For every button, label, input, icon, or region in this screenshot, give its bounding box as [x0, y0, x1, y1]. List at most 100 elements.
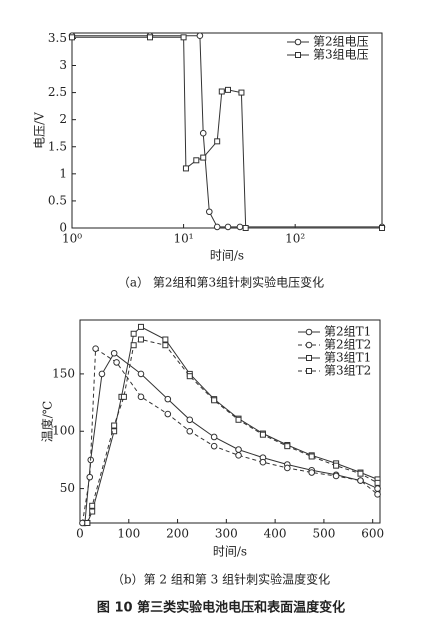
data-point — [284, 443, 291, 450]
data-point — [259, 431, 266, 438]
x-axis-label: 时间/s — [213, 545, 247, 559]
data-point — [92, 345, 99, 352]
y-tick-label: 0 — [59, 221, 67, 235]
data-point — [333, 462, 340, 469]
data-point — [196, 32, 204, 40]
data-point — [236, 223, 244, 231]
data-point — [238, 89, 245, 96]
data-point — [137, 336, 144, 343]
data-point — [308, 453, 315, 460]
data-point — [186, 416, 194, 424]
data-point — [332, 472, 340, 480]
data-point — [110, 349, 118, 357]
legend-marker — [295, 52, 301, 58]
series-line — [72, 35, 382, 228]
data-point — [205, 208, 213, 216]
legend-marker — [306, 355, 312, 361]
data-point — [214, 138, 221, 145]
plot-frame — [71, 32, 383, 229]
caption: （b）第 2 组和第 3 组针刺实验温度变化 — [112, 572, 330, 587]
data-point — [186, 427, 194, 435]
data-point — [164, 395, 172, 403]
data-point — [137, 323, 144, 330]
series-line — [86, 338, 378, 524]
y-tick-label: 1.5 — [48, 139, 67, 153]
data-point — [137, 393, 145, 401]
data-point — [162, 336, 169, 343]
data-point — [308, 469, 316, 476]
data-point — [111, 428, 118, 435]
legend-label: 第2组电压 — [313, 35, 369, 49]
x-tick-label: 100 — [117, 527, 140, 541]
legend-label: 第2组T2 — [324, 338, 371, 352]
data-point — [284, 464, 291, 472]
x-tick-label: 600 — [361, 527, 384, 541]
data-point — [210, 433, 218, 441]
legend-label: 第3组T2 — [324, 364, 371, 378]
y-axis-label: 温度/℃ — [40, 401, 55, 442]
data-point — [137, 370, 145, 378]
data-point — [146, 34, 153, 41]
x-tick-label: 10¹ — [174, 232, 194, 246]
y-tick-label: 3.5 — [48, 31, 67, 45]
legend-label: 第3组电压 — [313, 48, 369, 62]
data-point — [89, 502, 96, 509]
x-axis-label: 时间/s — [210, 249, 244, 263]
data-point — [242, 225, 249, 231]
data-point — [162, 342, 169, 349]
data-point — [374, 491, 381, 498]
y-tick-label: 0.5 — [48, 193, 67, 207]
data-point — [357, 477, 364, 484]
data-point — [259, 458, 267, 466]
data-point — [224, 86, 231, 93]
x-tick-label: 200 — [166, 527, 189, 541]
plot-frame — [79, 319, 381, 524]
data-point — [235, 446, 242, 453]
data-point — [213, 223, 221, 231]
y-tick-label: 50 — [60, 481, 75, 495]
figure-title: 图 10 第三类实验电池电压和表面温度变化 — [97, 600, 345, 616]
data-point — [98, 370, 106, 378]
x-tick-label: 10² — [285, 232, 305, 246]
legend-marker — [305, 328, 313, 336]
data-point — [211, 397, 218, 404]
data-point — [374, 485, 381, 492]
x-tick-label: 10⁰ — [62, 232, 82, 246]
data-point — [130, 342, 137, 349]
data-point — [89, 508, 96, 515]
data-point — [374, 479, 381, 486]
legend-label: 第3组T1 — [324, 351, 371, 365]
data-point — [164, 410, 172, 418]
data-point — [224, 223, 232, 231]
data-point — [120, 393, 127, 400]
x-tick-label: 500 — [312, 527, 335, 541]
data-point — [84, 520, 91, 526]
legend-marker — [294, 38, 302, 46]
data-point — [218, 88, 225, 95]
legend-marker — [306, 368, 312, 374]
data-point — [235, 452, 242, 459]
data-point — [130, 330, 137, 337]
data-point — [357, 470, 364, 477]
data-point — [113, 359, 120, 366]
y-axis-label: 电压/V — [33, 112, 47, 149]
data-point — [180, 34, 187, 41]
data-point — [111, 422, 118, 429]
data-point — [86, 473, 94, 481]
data-point — [200, 154, 207, 161]
data-point — [182, 165, 189, 172]
x-tick-label: 400 — [264, 527, 287, 541]
data-point — [69, 34, 75, 41]
y-tick-label: 1 — [59, 166, 67, 180]
legend-marker — [305, 341, 313, 349]
y-tick-label: 2 — [59, 112, 67, 126]
x-tick-label: 0 — [76, 527, 84, 541]
x-tick-label: 300 — [215, 527, 238, 541]
y-tick-label: 2.5 — [48, 85, 67, 99]
data-point — [193, 157, 200, 164]
data-point — [186, 373, 193, 380]
data-point — [210, 442, 218, 450]
y-tick-label: 3 — [59, 58, 67, 72]
data-point — [379, 225, 385, 231]
legend-label: 第2组T1 — [324, 325, 371, 339]
